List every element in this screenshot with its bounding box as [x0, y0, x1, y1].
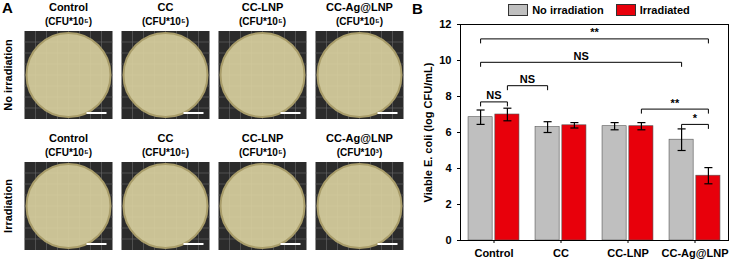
svg-text:No irradiation: No irradiation	[2, 39, 14, 111]
svg-text:12: 12	[439, 18, 451, 30]
html-text:B: B	[412, 0, 423, 17]
svg-text:6: 6	[445, 126, 451, 138]
svg-text:NS: NS	[573, 50, 588, 62]
svg-text:CC-Ag@LNP: CC-Ag@LNP	[326, 1, 393, 13]
html-text:Irradiated: Irradiated	[639, 4, 690, 16]
svg-text:0: 0	[445, 234, 451, 246]
svg-text:10: 10	[439, 54, 451, 66]
svg-text:CC: CC	[158, 1, 174, 13]
svg-text:CC-Ag@LNP: CC-Ag@LNP	[662, 247, 729, 259]
svg-text:A: A	[2, 0, 13, 16]
svg-text:Control: Control	[474, 247, 513, 259]
svg-text:CC: CC	[553, 247, 569, 259]
svg-text:2: 2	[445, 198, 451, 210]
svg-text:(CFU*10⁵): (CFU*10⁵)	[336, 16, 383, 27]
svg-text:Irradiation: Irradiation	[2, 179, 14, 233]
svg-text:(CFU*10⁵): (CFU*10⁵)	[239, 147, 286, 158]
svg-text:NS: NS	[520, 73, 535, 85]
svg-text:CC-LNP: CC-LNP	[242, 1, 284, 13]
svg-text:(CFU*10⁵): (CFU*10⁵)	[142, 147, 189, 158]
svg-text:**: **	[590, 26, 599, 38]
svg-text:CC-LNP: CC-LNP	[242, 132, 284, 144]
svg-text:NS: NS	[486, 89, 501, 101]
svg-text:(CFU*10³): (CFU*10³)	[337, 147, 383, 158]
svg-text:**: **	[671, 97, 680, 109]
html-text:No irradiation: No irradiation	[532, 4, 604, 16]
svg-text:Viable E. coli (log CFU/mL): Viable E. coli (log CFU/mL)	[422, 62, 434, 202]
svg-text:Control: Control	[49, 132, 88, 144]
svg-text:CC: CC	[158, 132, 174, 144]
svg-text:Control: Control	[49, 1, 88, 13]
svg-text:8: 8	[445, 90, 451, 102]
svg-text:4: 4	[445, 162, 452, 174]
svg-text:CC-Ag@LNP: CC-Ag@LNP	[326, 132, 393, 144]
svg-text:CC-LNP: CC-LNP	[607, 247, 649, 259]
svg-text:(CFU*10⁵): (CFU*10⁵)	[45, 16, 92, 27]
svg-text:(CFU*10⁵): (CFU*10⁵)	[142, 16, 189, 27]
svg-text:(CFU*10⁵): (CFU*10⁵)	[45, 147, 92, 158]
svg-text:(CFU*10⁵): (CFU*10⁵)	[239, 16, 286, 27]
svg-text:*: *	[693, 112, 698, 124]
